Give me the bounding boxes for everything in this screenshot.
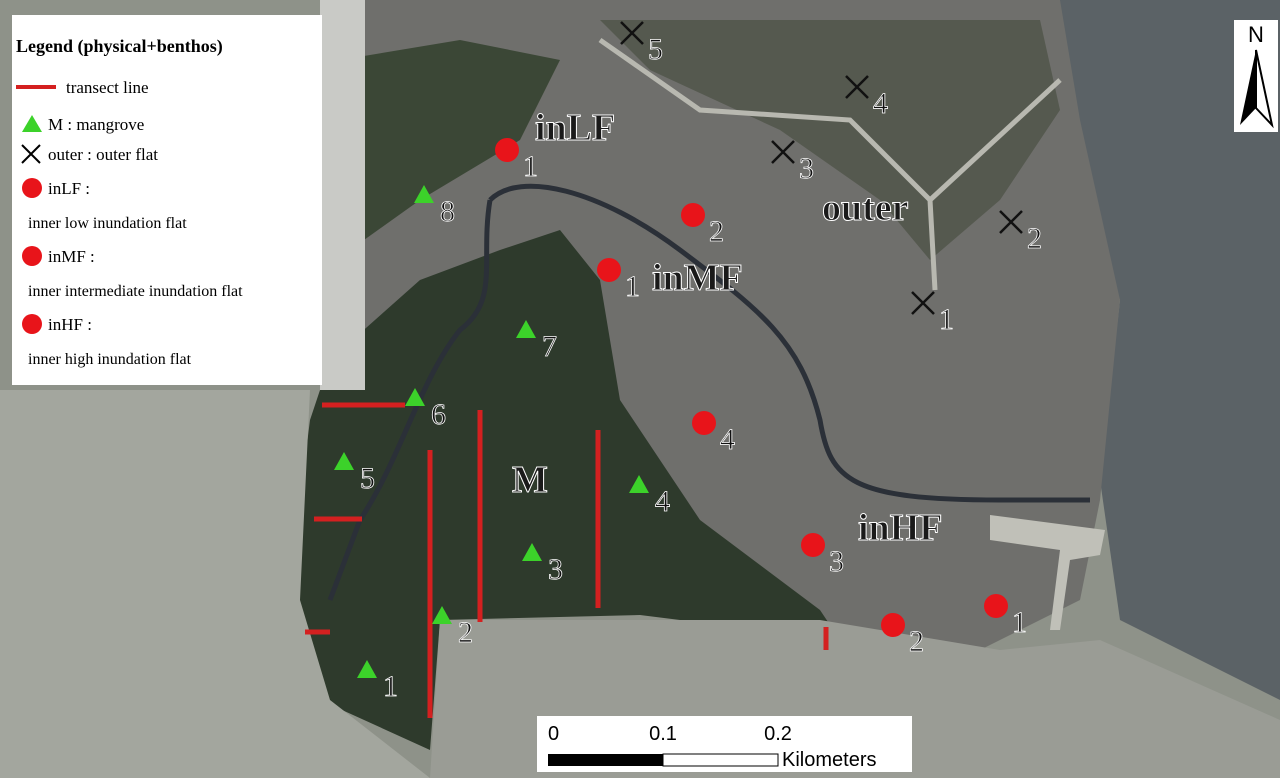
inner-site	[597, 258, 621, 282]
scale-tick: 0.1	[649, 723, 677, 745]
legend-desc: inner low inundation flat	[28, 215, 187, 232]
site-label: 5	[648, 33, 663, 66]
inner-site	[801, 533, 825, 557]
site-label: 1	[383, 670, 398, 703]
inner-site	[495, 138, 519, 162]
area-label: M	[512, 459, 548, 501]
site-label: 1	[939, 303, 954, 336]
legend-label: inLF :	[48, 179, 90, 198]
site-label: 2	[709, 215, 724, 248]
north-label: N	[1248, 22, 1264, 47]
scale-bar	[548, 754, 663, 766]
inner-site	[984, 594, 1008, 618]
site-label: 4	[655, 485, 670, 518]
page: 1 2 3 4 5 6 7 8 1 2 3 4 5 1 2 1 4 3 2 1 inLF inMF outer inHF M …	[0, 0, 1280, 778]
site-label: 5	[360, 462, 375, 495]
site-label: 4	[720, 423, 735, 456]
area-label: inLF	[535, 107, 615, 149]
site-label: 1	[625, 270, 640, 303]
site-label: 1	[523, 150, 538, 183]
road	[320, 0, 365, 390]
legend-swatch	[22, 246, 42, 266]
site-label: 2	[1027, 222, 1042, 255]
area-label: outer	[822, 187, 909, 229]
site-label: 6	[431, 398, 446, 431]
legend-label: inHF :	[48, 315, 92, 334]
site-label: 2	[458, 616, 473, 649]
scale-bar	[663, 754, 778, 766]
site-label: 3	[548, 553, 563, 586]
site-label: 1	[1012, 606, 1027, 639]
scale-tick: 0	[548, 723, 559, 745]
legend-swatch	[22, 178, 42, 198]
site-label: 4	[873, 87, 888, 120]
site-label: 3	[829, 545, 844, 578]
site-label: 8	[440, 195, 455, 228]
inner-site	[881, 613, 905, 637]
legend-label: outer : outer flat	[48, 145, 158, 164]
area-label: inHF	[858, 507, 942, 549]
legend-label: M : mangrove	[48, 115, 144, 134]
legend-desc: inner intermediate inundation flat	[28, 283, 243, 300]
scale-unit: Kilometers	[782, 749, 876, 771]
site-label: 2	[909, 625, 924, 658]
map: 1 2 3 4 5 6 7 8 1 2 3 4 5 1 2 1 4 3 2 1 inLF inMF outer inHF M …	[0, 0, 1280, 778]
site-label: 7	[542, 330, 557, 363]
area-label: inMF	[652, 257, 743, 299]
scale-tick: 0.2	[764, 723, 792, 745]
legend-label: transect line	[66, 78, 149, 97]
legend-title: Legend (physical+benthos)	[16, 36, 223, 57]
inner-site	[681, 203, 705, 227]
inner-site	[692, 411, 716, 435]
legend-desc: inner high inundation flat	[28, 351, 192, 368]
legend-swatch	[22, 314, 42, 334]
site-label: 3	[799, 152, 814, 185]
legend-label: inMF :	[48, 247, 95, 266]
